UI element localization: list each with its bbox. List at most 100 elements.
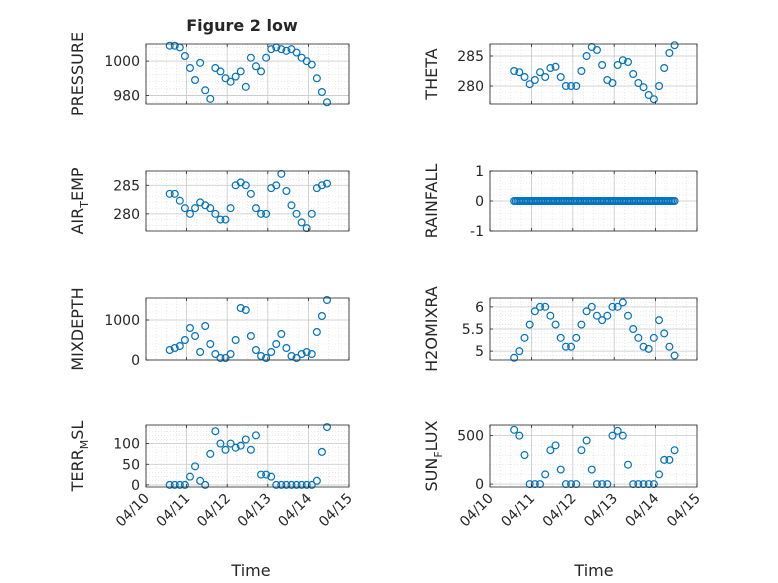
data-point: [191, 75, 200, 84]
y-axis-label: SUNFLUX: [422, 420, 445, 491]
data-point: [660, 63, 669, 72]
y-axis-label: TERRMSL: [68, 421, 91, 493]
data-point: [196, 58, 205, 67]
y-tick-label: 980: [113, 88, 140, 104]
data-point: [618, 298, 627, 307]
data-point: [649, 95, 658, 104]
data-point: [525, 480, 534, 489]
data-point: [257, 352, 266, 361]
y-tick-label: 280: [113, 207, 140, 223]
subplot-5: 0 1000 MIXDEPTH: [68, 287, 350, 371]
data-point: [670, 351, 679, 360]
data-point: [629, 69, 638, 78]
data-point: [165, 346, 174, 355]
data-point: [613, 302, 622, 311]
y-tick-label: 0: [131, 353, 140, 369]
data-point: [302, 480, 311, 489]
axes-box: [145, 170, 350, 232]
data-point: [216, 439, 225, 448]
xlabel-right: Time: [573, 561, 613, 580]
data-point: [165, 41, 174, 50]
data-point: [639, 83, 648, 92]
y-tick-label: 0: [475, 477, 484, 493]
data-point: [582, 436, 591, 445]
data-point: [226, 204, 235, 213]
data-point: [634, 78, 643, 87]
data-point: [530, 307, 539, 316]
axes-box: [145, 424, 350, 488]
data-point: [221, 445, 230, 454]
data-point: [603, 311, 612, 320]
x-tick-label: 04/12: [194, 491, 234, 531]
data-point: [292, 48, 301, 57]
data-point: [165, 480, 174, 489]
data-point: [211, 209, 220, 218]
figure-title: Figure 2 low: [186, 16, 298, 35]
data-point: [241, 306, 250, 315]
data-point: [572, 333, 581, 342]
data-point: [665, 48, 674, 57]
subplot-8: 0 500 SUNFLUX 04/10 04/11 04/12 04/13 04/14 04/1…: [422, 420, 704, 530]
y-tick-label: 50: [122, 457, 140, 473]
data-point: [277, 480, 286, 489]
data-point: [608, 78, 617, 87]
data-point: [175, 196, 184, 205]
data-point: [262, 470, 271, 479]
data-point: [644, 344, 653, 353]
x-tick-label: 04/12: [540, 491, 580, 531]
data-point: [577, 446, 586, 455]
data-point: [267, 348, 276, 357]
data-point: [608, 431, 617, 440]
data-point: [551, 62, 560, 71]
data-point: [639, 342, 648, 351]
data-point: [592, 480, 601, 489]
data-point: [603, 480, 612, 489]
data-point: [251, 346, 260, 355]
data-point: [180, 51, 189, 60]
data-point: [267, 472, 276, 481]
data-point: [185, 324, 194, 333]
data-point: [567, 342, 576, 351]
data-point: [292, 354, 301, 363]
data-point: [246, 332, 255, 341]
data-point: [277, 330, 286, 339]
data-point: [577, 320, 586, 329]
data-point: [185, 209, 194, 218]
data-point: [226, 77, 235, 86]
y-tick-label: 0: [131, 478, 140, 494]
data-point: [282, 480, 291, 489]
data-point: [525, 320, 534, 329]
x-tick-label: 04/10: [457, 491, 497, 531]
data-point: [623, 57, 632, 66]
y-tick-label: -1: [470, 224, 484, 240]
data-point: [520, 451, 529, 460]
data-point: [567, 480, 576, 489]
data-point: [520, 72, 529, 81]
data-point: [175, 342, 184, 351]
data-point: [317, 181, 326, 190]
data-point: [165, 189, 174, 198]
data-point: [170, 41, 179, 50]
y-tick-label: 6: [475, 300, 484, 316]
subplot-1: 980 1000 PRESSURE: [68, 32, 350, 116]
data-point: [649, 333, 658, 342]
data-point: [618, 56, 627, 65]
y-tick-label: 280: [457, 79, 484, 95]
data-point: [561, 342, 570, 351]
y-axis-label: H2OMIXRA: [422, 286, 441, 372]
data-point: [556, 72, 565, 81]
data-point: [282, 187, 291, 196]
data-point: [180, 480, 189, 489]
data-point: [608, 302, 617, 311]
data-point: [510, 425, 519, 434]
y-tick-label: 1000: [104, 54, 140, 70]
data-point: [317, 312, 326, 321]
data-point: [257, 209, 266, 218]
data-point: [206, 449, 215, 458]
data-point: [231, 336, 240, 345]
data-point: [185, 472, 194, 481]
data-point: [515, 431, 524, 440]
data-point: [180, 336, 189, 345]
data-point: [226, 439, 235, 448]
data-point: [246, 53, 255, 62]
